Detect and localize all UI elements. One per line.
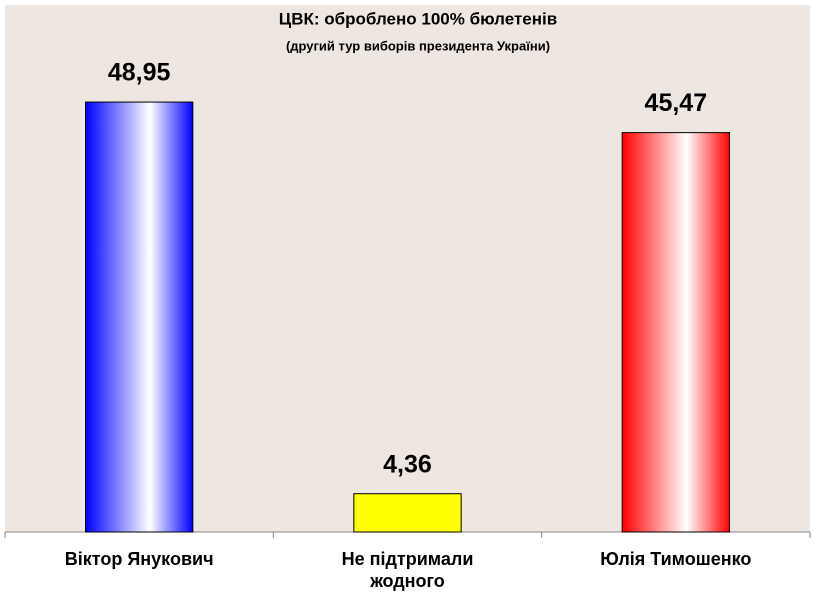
x-tick-label: Не підтримали жодного [341, 549, 474, 591]
chart-subtitle: (другий тур виборів президента України) [286, 38, 550, 53]
x-tick-label: Юлія Тимошенко [600, 549, 752, 569]
chart-title: ЦВК: оброблено 100% бюлетенів [279, 9, 557, 28]
data-label: 4,36 [383, 450, 432, 478]
data-label: 48,95 [108, 59, 171, 87]
x-tick-label: Віктор Янукович [64, 549, 214, 569]
bar [621, 132, 731, 533]
bar [85, 101, 194, 533]
data-label: 45,47 [645, 89, 708, 117]
bar [353, 493, 462, 533]
